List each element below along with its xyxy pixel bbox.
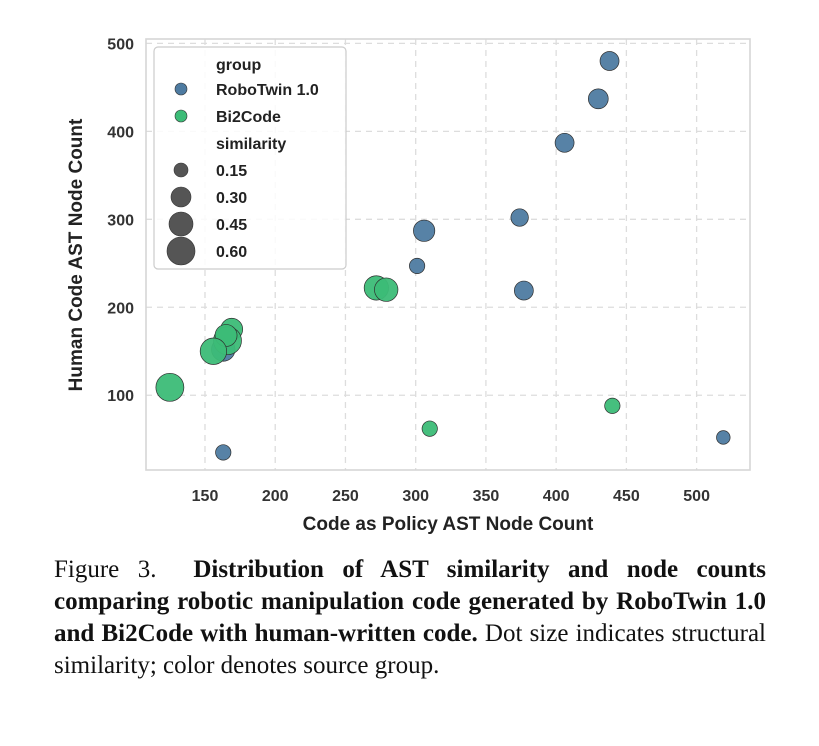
data-point-robotwin-1-0 [215, 444, 232, 461]
data-point-robotwin-1-0 [413, 219, 436, 242]
x-tick-label: 350 [473, 488, 500, 505]
legend-size-label-030: 0.30 [216, 190, 247, 207]
data-point-robotwin-1-0 [409, 257, 426, 274]
data-point-robotwin-1-0 [554, 132, 575, 153]
legend-size-label-015: 0.15 [216, 163, 247, 180]
x-tick-labels: 150 200 250 300 350 400 450 500 [192, 488, 710, 505]
figure-caption: Figure 3. Distribution of AST similarity… [54, 554, 766, 682]
x-axis-label: Code as Policy AST Node Count [303, 514, 594, 535]
x-tick-label: 400 [543, 488, 570, 505]
legend-marker-bi2code [174, 109, 188, 123]
legend-label-robotwin: RoboTwin 1.0 [216, 82, 319, 99]
data-point-robotwin-1-0 [510, 208, 529, 227]
y-tick-label: 500 [107, 36, 134, 53]
y-tick-label: 200 [107, 300, 134, 317]
x-tick-label: 200 [262, 488, 289, 505]
legend-size-label-045: 0.45 [216, 217, 247, 234]
y-tick-label: 400 [107, 124, 134, 141]
caption-prefix: Figure 3. [54, 556, 157, 583]
legend-size-label-060: 0.60 [216, 244, 247, 261]
caption-rest-text: Dot size indicates structural similarity… [54, 620, 766, 679]
x-tick-label: 150 [192, 488, 219, 505]
data-points [155, 51, 731, 461]
x-tick-label: 450 [613, 488, 640, 505]
legend-size-marker-030 [170, 186, 192, 208]
legend-size-marker-015 [173, 162, 189, 178]
legend-box [153, 46, 347, 270]
x-tick-label: 300 [402, 488, 429, 505]
legend-label-bi2code: Bi2Code [216, 109, 281, 126]
x-tick-label: 500 [683, 488, 710, 505]
y-tick-labels: 100 200 300 400 500 [107, 36, 134, 405]
data-point-robotwin-1-0 [599, 51, 620, 71]
data-point-bi2code [374, 277, 399, 302]
data-point-bi2code [604, 397, 621, 414]
y-axis-label: Human Code AST Node Count [66, 118, 87, 391]
data-point-robotwin-1-0 [716, 430, 731, 445]
data-point-robotwin-1-0 [514, 280, 534, 301]
caption-bold-text: Distribution of AST similarity and node … [54, 556, 766, 647]
data-point-bi2code [421, 420, 438, 437]
legend-marker-robotwin [174, 82, 188, 96]
data-point-bi2code [199, 337, 228, 365]
legend-size-title: similarity [216, 136, 286, 153]
data-point-robotwin-1-0 [587, 88, 609, 110]
scatter-chart: 150 200 250 300 350 400 450 500 100 200 300 400 500… [66, 36, 751, 535]
legend-size-marker-060 [166, 236, 196, 266]
plot-frame [145, 38, 751, 471]
data-point-bi2code [155, 372, 185, 402]
x-tick-label: 250 [332, 488, 359, 505]
y-tick-label: 300 [107, 212, 134, 229]
legend-size-marker-045 [168, 211, 194, 237]
legend-group-title: group [216, 57, 262, 74]
legend: group RoboTwin 1.0 Bi2Code similarity 0.… [153, 46, 347, 270]
y-tick-label: 100 [107, 388, 134, 405]
